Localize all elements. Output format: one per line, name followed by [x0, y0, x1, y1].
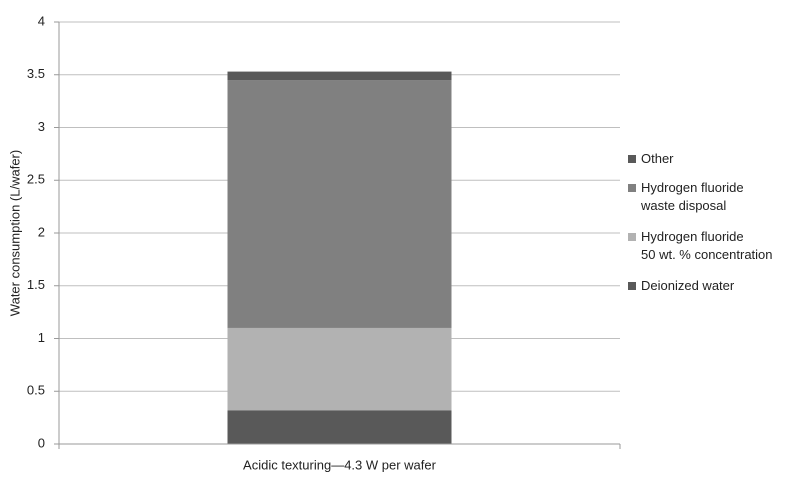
legend-label: Hydrogen fluoride 50 wt. % concentration [641, 229, 773, 262]
y-tick-label: 2.5 [27, 172, 45, 187]
bar-segment [227, 80, 452, 328]
y-tick-label: 3.5 [27, 66, 45, 81]
y-tick-label: 2 [38, 224, 45, 239]
bar-segment [227, 410, 452, 444]
y-tick-label: 0.5 [27, 383, 45, 398]
y-tick-label: 4 [38, 13, 45, 28]
legend-swatch [628, 233, 636, 241]
y-tick-label: 3 [38, 119, 45, 134]
x-tick-label: Acidic texturing—4.3 W per wafer [243, 457, 437, 472]
legend-entry: Other [628, 150, 674, 168]
legend-entry: Hydrogen fluoride waste disposal [628, 179, 744, 215]
y-tick-label: 0 [38, 435, 45, 450]
y-tick-label: 1.5 [27, 277, 45, 292]
legend-label: Hydrogen fluoride waste disposal [641, 180, 744, 213]
y-tick-label: 1 [38, 330, 45, 345]
legend-label: Deionized water [641, 278, 735, 293]
legend-swatch [628, 155, 636, 163]
bar-segment [227, 71, 452, 81]
legend-swatch [628, 184, 636, 192]
legend-label: Other [641, 151, 674, 166]
legend-entry: Deionized water [628, 277, 734, 295]
legend-swatch [628, 282, 636, 290]
bar-segment [227, 327, 452, 411]
y-axis-title: Water consumption (L/wafer) [7, 150, 22, 316]
legend-entry: Hydrogen fluoride 50 wt. % concentration [628, 228, 773, 264]
